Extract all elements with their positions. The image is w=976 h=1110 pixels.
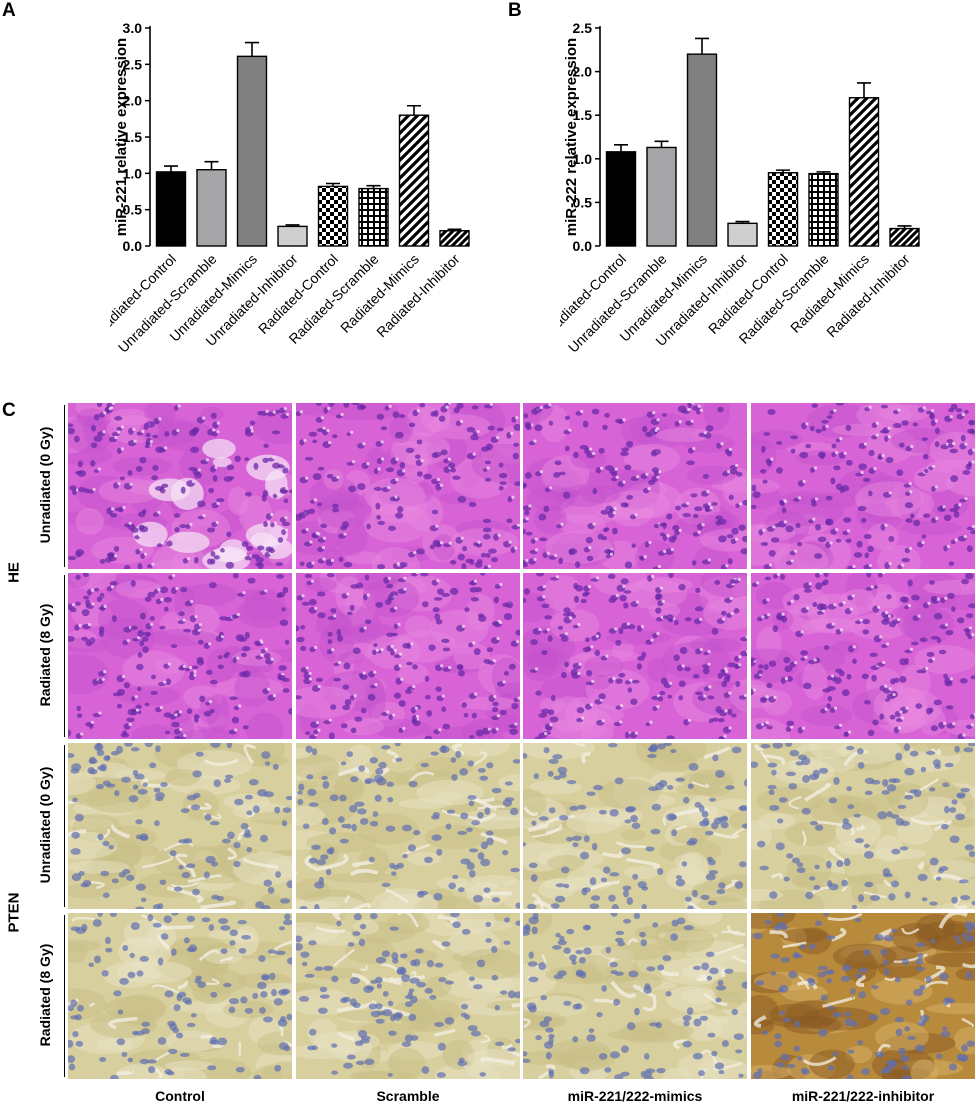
- bar: [398, 114, 430, 247]
- error-bar: [245, 41, 259, 57]
- bar: [317, 185, 349, 247]
- bar: [808, 172, 839, 247]
- column-label: Control: [155, 1088, 205, 1104]
- y-tick-label: 0.5: [123, 202, 143, 218]
- bar: [155, 171, 187, 247]
- bar: [277, 225, 308, 247]
- bar: [196, 168, 227, 247]
- stain-label: HE: [5, 562, 23, 583]
- error-bar: [654, 140, 669, 148]
- bar: [646, 146, 677, 247]
- row-label: Radiated (8 Gy): [37, 603, 53, 707]
- bar: [889, 227, 920, 247]
- row-bracket: [64, 405, 65, 567]
- micrograph-pten-r0-c3: [751, 743, 975, 909]
- bar: [439, 230, 470, 247]
- y-tick-label: 3.0: [123, 20, 143, 36]
- row-bracket: [64, 915, 65, 1077]
- micrograph-pten-r1-c0: [68, 913, 292, 1079]
- error-bar: [897, 225, 912, 229]
- panel-label-c: C: [2, 400, 16, 421]
- y-tick-label: 0.5: [573, 194, 593, 210]
- micrograph-pten-r0-c0: [68, 743, 292, 909]
- error-bar: [857, 82, 871, 98]
- error-bar: [326, 182, 340, 187]
- micrograph-pten-r0-c1: [296, 743, 520, 909]
- error-bar: [366, 184, 381, 189]
- error-bar: [816, 171, 831, 174]
- panel-label-b: B: [508, 0, 522, 21]
- micrograph-he-r0-c1: [296, 403, 520, 569]
- error-bar: [164, 165, 178, 172]
- row-label: Radiated (8 Gy): [37, 943, 53, 1047]
- row-bracket: [64, 575, 65, 737]
- bar: [605, 151, 637, 247]
- y-axis-label: miR-221 relative expression: [113, 38, 130, 236]
- error-bar: [735, 220, 750, 224]
- y-tick-label: 1.5: [123, 129, 143, 145]
- bar: [727, 222, 758, 247]
- y-axis-label: miR-222 relative expression: [563, 38, 580, 236]
- row-bracket: [64, 745, 65, 907]
- micrograph-pten-r1-c1: [296, 913, 520, 1079]
- bar-chart-mir221: 0.0 0.5 1.0 1.5 2.0 2.5 3.0 miR-221 relative ex…: [110, 20, 470, 356]
- y-tick-label: 0.0: [573, 238, 593, 254]
- y-tick-label: 1.0: [573, 151, 593, 167]
- bar: [767, 172, 799, 247]
- micrograph-he-r0-c3: [751, 403, 975, 569]
- error-bar: [447, 228, 462, 231]
- y-tick-label: 0.0: [123, 238, 143, 254]
- bar: [358, 187, 389, 247]
- y-tick-label: 2.0: [123, 93, 143, 109]
- micrograph-pten-r1-c3: [751, 913, 975, 1079]
- micrograph-he-r1-c3: [751, 573, 975, 739]
- error-bar: [407, 104, 421, 116]
- column-label: miR-221/222-mimics: [567, 1088, 703, 1104]
- panel-label-a: A: [2, 0, 16, 21]
- bar: [236, 55, 268, 247]
- stain-label: PTEN: [5, 892, 23, 933]
- error-bar: [204, 160, 219, 170]
- error-bar: [695, 37, 709, 55]
- micrograph-he-r0-c0: [68, 403, 292, 569]
- micrograph-pten-r1-c2: [523, 913, 747, 1079]
- error-bar: [776, 169, 790, 173]
- bar: [686, 53, 718, 247]
- bar-chart-mir222: 0.0 0.5 1.0 1.5 2.0 2.5 miR-222 relative expre…: [560, 20, 920, 356]
- micrograph-he-r1-c0: [68, 573, 292, 739]
- y-tick-label: 1.5: [573, 107, 593, 123]
- micrograph-he-r1-c2: [523, 573, 747, 739]
- y-tick-label: 1.0: [123, 165, 143, 181]
- micrograph-pten-r0-c2: [523, 743, 747, 909]
- y-tick-label: 2.0: [573, 64, 593, 80]
- bar: [848, 97, 880, 247]
- column-label: miR-221/222-inhibitor: [791, 1088, 935, 1104]
- column-label: Scramble: [376, 1088, 440, 1104]
- micrograph-he-r0-c2: [523, 403, 747, 569]
- row-label: Unradiated (0 Gy): [37, 426, 53, 544]
- y-tick-label: 2.5: [573, 20, 593, 36]
- row-label: Unradiated (0 Gy): [37, 766, 53, 884]
- error-bar: [614, 144, 628, 152]
- error-bar: [285, 224, 300, 227]
- micrograph-he-r1-c1: [296, 573, 520, 739]
- y-tick-label: 2.5: [123, 56, 143, 72]
